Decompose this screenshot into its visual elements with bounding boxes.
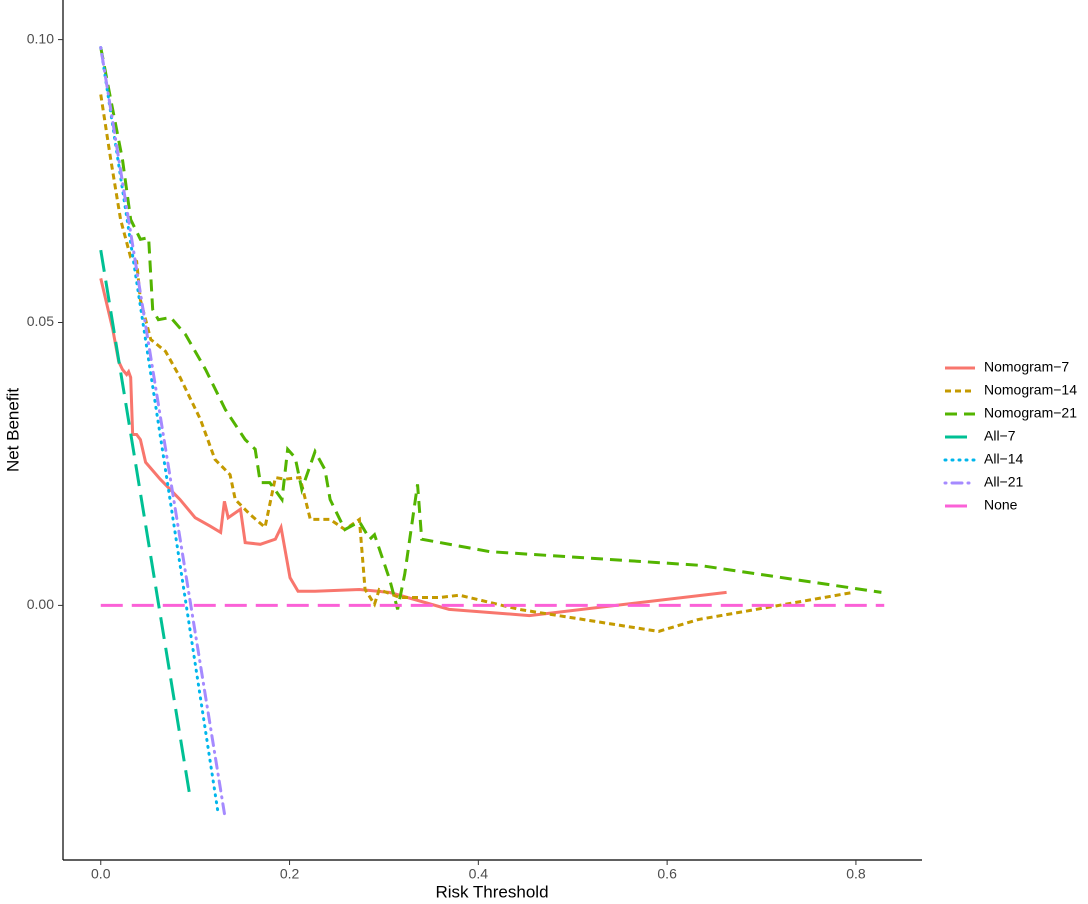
series-line <box>99 46 220 816</box>
y-axis-title: Net Benefit <box>3 388 22 472</box>
legend-label: None <box>984 497 1018 513</box>
x-axis-title: Risk Threshold <box>435 882 548 901</box>
series-line <box>99 47 882 610</box>
legend-label: All−14 <box>984 451 1024 467</box>
legend-label: All−7 <box>984 428 1016 444</box>
x-tick-label: 0.0 <box>91 866 111 882</box>
x-tick-label: 0.8 <box>846 866 866 882</box>
x-tick-label: 0.6 <box>657 866 677 882</box>
y-tick-label: 0.05 <box>27 313 54 329</box>
legend-label: Nomogram−21 <box>984 405 1077 421</box>
series-line <box>99 278 727 618</box>
legend-label: Nomogram−7 <box>984 359 1069 375</box>
y-tick-label: 0.10 <box>27 30 54 46</box>
legend-label: All−21 <box>984 474 1024 490</box>
legend-label: Nomogram−14 <box>984 382 1077 398</box>
series-line <box>99 94 854 633</box>
x-tick-label: 0.4 <box>469 866 489 882</box>
series-line <box>99 46 227 821</box>
x-tick-label: 0.2 <box>280 866 300 882</box>
y-tick-label: 0.00 <box>27 596 54 612</box>
